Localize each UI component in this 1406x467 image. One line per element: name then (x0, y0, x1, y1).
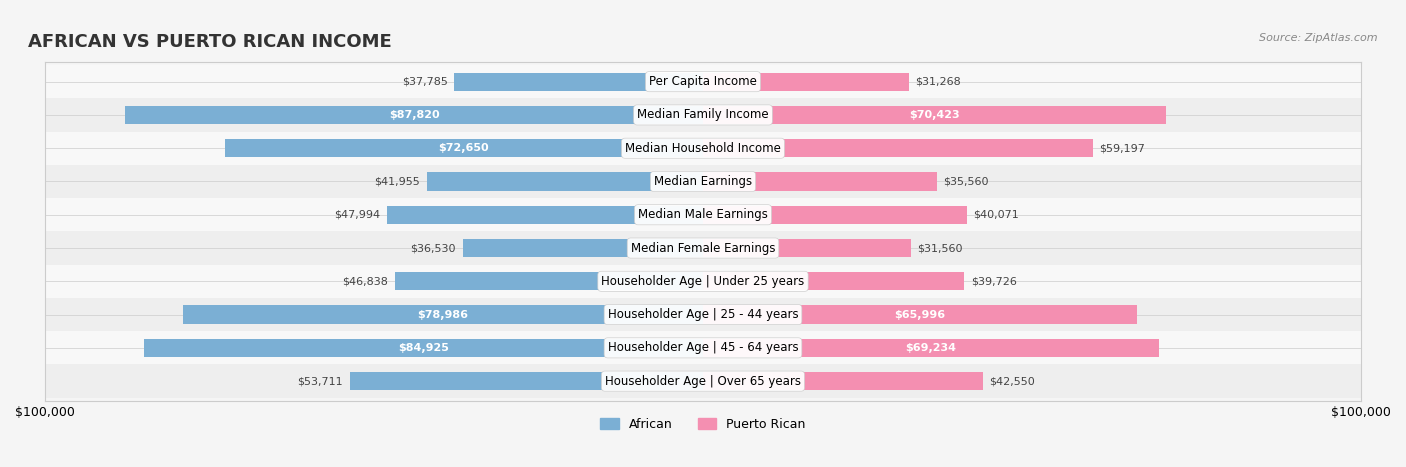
Text: Householder Age | Under 25 years: Householder Age | Under 25 years (602, 275, 804, 288)
Bar (45, 165, 1361, 198)
Text: $69,234: $69,234 (905, 343, 956, 353)
Text: $46,838: $46,838 (342, 276, 388, 286)
Bar (45, 265, 1361, 298)
Bar (703, 272, 965, 290)
Bar (45, 132, 1361, 165)
Text: $47,994: $47,994 (335, 210, 381, 220)
Bar (703, 372, 983, 390)
Text: $39,726: $39,726 (972, 276, 1017, 286)
Bar (703, 172, 936, 191)
Text: $41,955: $41,955 (374, 177, 420, 186)
Text: Median Earnings: Median Earnings (654, 175, 752, 188)
Bar (183, 305, 703, 324)
Text: $59,197: $59,197 (1099, 143, 1144, 153)
Text: Median Male Earnings: Median Male Earnings (638, 208, 768, 221)
Bar (350, 372, 703, 390)
Bar (703, 72, 908, 91)
Bar (427, 172, 703, 191)
Text: Householder Age | 45 - 64 years: Householder Age | 45 - 64 years (607, 341, 799, 354)
Text: $40,071: $40,071 (973, 210, 1019, 220)
Text: AFRICAN VS PUERTO RICAN INCOME: AFRICAN VS PUERTO RICAN INCOME (28, 33, 392, 51)
Bar (463, 239, 703, 257)
Bar (45, 98, 1361, 132)
Text: Median Household Income: Median Household Income (626, 142, 780, 155)
Text: $78,986: $78,986 (418, 310, 468, 319)
Text: Median Female Earnings: Median Female Earnings (631, 241, 775, 255)
Bar (45, 331, 1361, 364)
Bar (45, 231, 1361, 265)
Bar (703, 139, 1092, 157)
Bar (45, 198, 1361, 231)
Legend: African, Puerto Rican: African, Puerto Rican (595, 412, 811, 436)
Bar (703, 305, 1137, 324)
Bar (45, 364, 1361, 398)
Bar (125, 106, 703, 124)
Bar (45, 298, 1361, 331)
Text: Householder Age | 25 - 44 years: Householder Age | 25 - 44 years (607, 308, 799, 321)
Bar (703, 205, 967, 224)
Text: Median Family Income: Median Family Income (637, 108, 769, 121)
Text: Per Capita Income: Per Capita Income (650, 75, 756, 88)
Text: $42,550: $42,550 (990, 376, 1035, 386)
Bar (703, 106, 1167, 124)
Text: $70,423: $70,423 (910, 110, 960, 120)
Text: Householder Age | Over 65 years: Householder Age | Over 65 years (605, 375, 801, 388)
Text: $31,560: $31,560 (917, 243, 963, 253)
Text: $36,530: $36,530 (411, 243, 456, 253)
Bar (387, 205, 703, 224)
Text: $53,711: $53,711 (297, 376, 343, 386)
Bar (703, 339, 1159, 357)
Text: $72,650: $72,650 (439, 143, 489, 153)
Bar (703, 239, 911, 257)
Text: $35,560: $35,560 (943, 177, 988, 186)
Text: Source: ZipAtlas.com: Source: ZipAtlas.com (1260, 33, 1378, 42)
Text: $37,785: $37,785 (402, 77, 447, 87)
Bar (145, 339, 703, 357)
Text: $87,820: $87,820 (388, 110, 439, 120)
Bar (225, 139, 703, 157)
Text: $84,925: $84,925 (398, 343, 449, 353)
Bar (45, 65, 1361, 98)
Bar (454, 72, 703, 91)
Text: $31,268: $31,268 (915, 77, 962, 87)
Bar (395, 272, 703, 290)
Text: $65,996: $65,996 (894, 310, 946, 319)
